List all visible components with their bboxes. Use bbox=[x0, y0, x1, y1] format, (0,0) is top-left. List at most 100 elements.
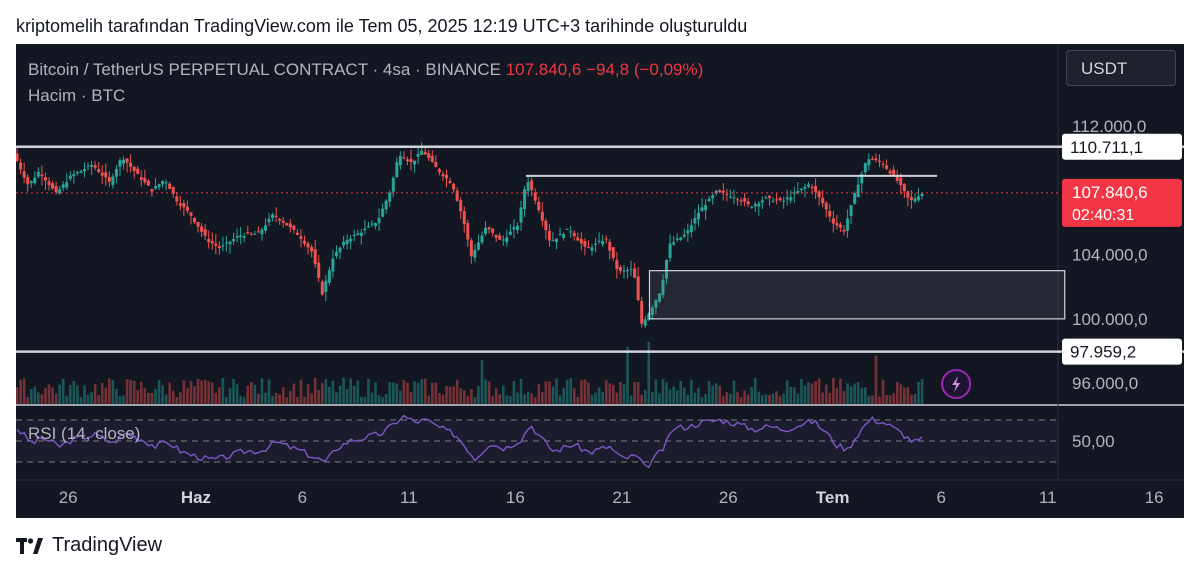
volume-bar bbox=[920, 378, 924, 404]
volume-bar bbox=[512, 381, 516, 404]
candle-body bbox=[334, 252, 338, 257]
volume-bar bbox=[651, 392, 654, 404]
volume-bar bbox=[462, 390, 466, 404]
candle-body bbox=[118, 160, 122, 167]
volume-bar bbox=[65, 395, 69, 404]
volume-bar bbox=[196, 378, 200, 404]
currency-button[interactable]: USDT bbox=[1066, 50, 1176, 86]
volume-bar bbox=[33, 386, 37, 404]
volume-bar bbox=[498, 394, 502, 404]
volume-bar bbox=[714, 383, 718, 404]
time-tick-label: 16 bbox=[1145, 488, 1164, 507]
volume-bar bbox=[693, 392, 697, 404]
candle-body bbox=[775, 199, 779, 201]
candle-body bbox=[810, 186, 814, 189]
candle-body bbox=[210, 241, 214, 244]
volume-bar bbox=[771, 393, 775, 404]
candle-body bbox=[491, 228, 495, 233]
volume-bar bbox=[331, 380, 335, 404]
symbol-description[interactable]: Bitcoin / TetherUS PERPETUAL CONTRACT · … bbox=[28, 60, 501, 79]
time-tick-label: 6 bbox=[298, 488, 307, 507]
candle-body bbox=[696, 212, 700, 220]
candle-body bbox=[267, 218, 271, 223]
candle-body bbox=[487, 227, 491, 230]
volume-bar bbox=[317, 390, 321, 404]
volume-bar bbox=[406, 382, 409, 404]
volume-bar bbox=[661, 378, 665, 404]
candle-body bbox=[107, 177, 111, 182]
candle-body bbox=[796, 190, 800, 193]
volume-bar bbox=[448, 386, 452, 404]
volume-bar bbox=[775, 391, 778, 404]
symbol-legend[interactable]: Bitcoin / TetherUS PERPETUAL CONTRACT · … bbox=[28, 60, 703, 80]
volume-bar bbox=[338, 385, 342, 404]
candle-body bbox=[139, 177, 143, 180]
volume-bar bbox=[377, 395, 381, 404]
candle-body bbox=[743, 198, 747, 202]
volume-bar bbox=[292, 383, 296, 404]
volume-bar bbox=[54, 393, 58, 404]
candle-body bbox=[271, 214, 275, 219]
candle-body bbox=[885, 165, 889, 169]
candle-body bbox=[537, 201, 541, 211]
candle-body bbox=[476, 242, 480, 250]
candle-body bbox=[565, 228, 569, 230]
candle-body bbox=[239, 235, 243, 238]
volume-bar bbox=[725, 392, 729, 404]
volume-bar bbox=[267, 379, 271, 404]
level-price-label: 110.711,1 bbox=[1070, 138, 1143, 157]
candle-body bbox=[331, 258, 335, 272]
volume-bar bbox=[509, 396, 512, 404]
volume-bar bbox=[640, 394, 644, 404]
volume-bar bbox=[473, 397, 477, 404]
volume-bar bbox=[306, 384, 310, 404]
volume-bar bbox=[665, 382, 668, 404]
candle-body bbox=[558, 234, 562, 236]
rsi-tick-label: 50,00 bbox=[1072, 432, 1115, 451]
volume-bar bbox=[83, 385, 86, 404]
candle-body bbox=[604, 238, 608, 240]
candle-body bbox=[906, 191, 910, 198]
volume-bar bbox=[232, 379, 235, 404]
time-tick-label: 6 bbox=[937, 488, 946, 507]
volume-bar bbox=[228, 388, 232, 404]
volume-bar bbox=[168, 382, 171, 404]
volume-bar bbox=[782, 393, 785, 404]
candle-body bbox=[480, 235, 484, 243]
volume-bar bbox=[523, 394, 526, 404]
candle-body bbox=[90, 165, 94, 167]
volume-bar bbox=[69, 384, 72, 404]
volume-legend[interactable]: Hacim · BTC bbox=[28, 86, 126, 105]
candle-body bbox=[65, 182, 69, 188]
brand[interactable]: TradingView bbox=[16, 534, 162, 557]
candle-body bbox=[395, 162, 399, 178]
candle-body bbox=[842, 229, 846, 232]
volume-bar bbox=[718, 385, 722, 404]
chart-panel[interactable]: 112.000,0 104.000,0 100.000,0 96.000,0 50,00… bbox=[16, 44, 1184, 518]
rsi-indicator-label[interactable]: RSI (14, close) bbox=[28, 424, 141, 443]
candle-body bbox=[814, 185, 818, 192]
candle-body bbox=[657, 293, 661, 302]
candle-body bbox=[413, 160, 417, 165]
volume-bar bbox=[860, 387, 864, 404]
candle-body bbox=[494, 234, 498, 238]
price-chart[interactable]: 112.000,0 104.000,0 100.000,0 96.000,0 50,00… bbox=[16, 44, 1184, 518]
volume-bar bbox=[352, 385, 356, 404]
volume-bar bbox=[821, 392, 825, 404]
volume-bar bbox=[423, 378, 427, 404]
candle-body bbox=[97, 169, 101, 173]
volume-bar bbox=[171, 390, 175, 404]
volume-bar bbox=[704, 394, 707, 404]
volume-bar bbox=[601, 392, 604, 404]
candle-body bbox=[146, 180, 150, 186]
candle-body bbox=[501, 239, 505, 241]
time-tick-label: 21 bbox=[612, 488, 631, 507]
candle-body bbox=[16, 153, 19, 162]
candle-body bbox=[892, 169, 896, 176]
candle-body bbox=[249, 233, 253, 235]
volume-bar bbox=[26, 397, 30, 404]
volume-bar bbox=[562, 387, 565, 404]
candle-body bbox=[530, 180, 534, 190]
volume-bar bbox=[608, 383, 612, 404]
candle-body bbox=[40, 174, 44, 177]
